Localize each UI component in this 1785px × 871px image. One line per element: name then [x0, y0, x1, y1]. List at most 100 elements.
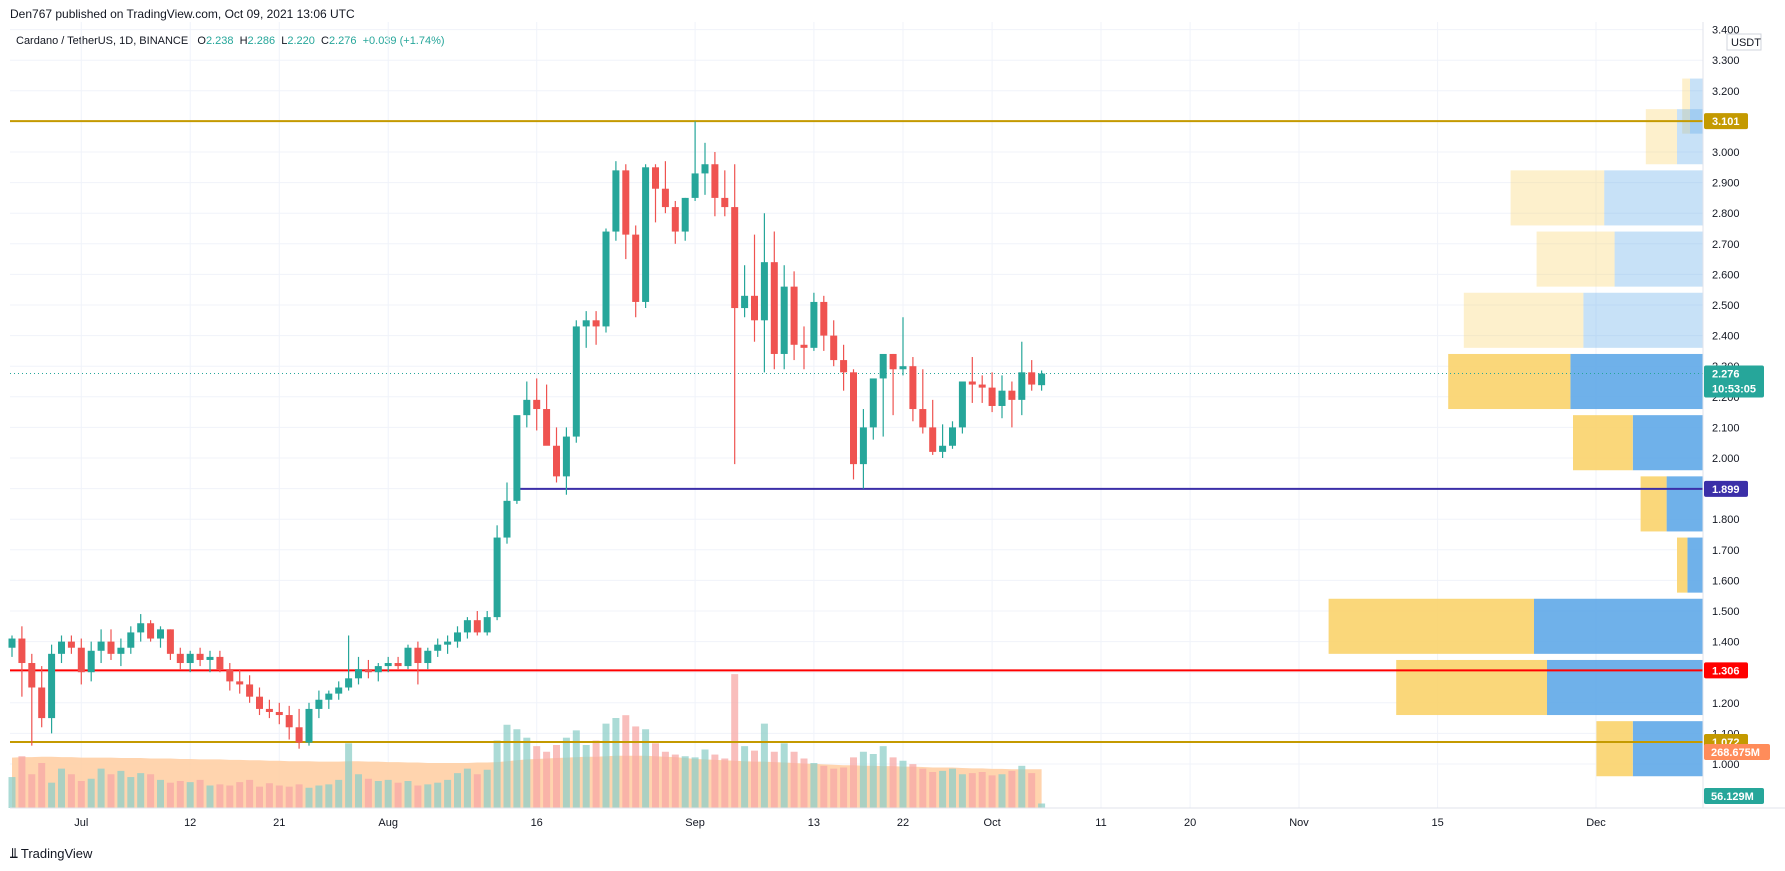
candle-body[interactable]: [315, 699, 323, 709]
candle-body[interactable]: [790, 286, 798, 345]
candle-body[interactable]: [107, 641, 115, 654]
candle-body[interactable]: [454, 632, 461, 642]
candle-body[interactable]: [978, 384, 986, 388]
candle-body[interactable]: [265, 708, 273, 712]
candle-body[interactable]: [335, 687, 343, 694]
candle-body[interactable]: [206, 656, 214, 660]
candle-body[interactable]: [622, 170, 630, 235]
candle-body[interactable]: [899, 366, 907, 370]
candle-body[interactable]: [1018, 372, 1026, 400]
candle-body[interactable]: [355, 669, 362, 679]
candle-body[interactable]: [889, 353, 897, 370]
candle-body[interactable]: [186, 653, 194, 664]
candle-body[interactable]: [711, 164, 719, 198]
candle-body[interactable]: [661, 188, 669, 208]
candle-body[interactable]: [523, 399, 531, 416]
candle-body[interactable]: [731, 207, 739, 309]
candle-body[interactable]: [929, 427, 937, 452]
footer-brand[interactable]: ⫫ TradingView: [10, 845, 92, 862]
candle-body[interactable]: [424, 650, 432, 664]
candle-body[interactable]: [137, 623, 145, 633]
candle-body[interactable]: [830, 335, 838, 361]
candle-body[interactable]: [67, 641, 75, 648]
candle-body[interactable]: [850, 372, 857, 465]
candle-body[interactable]: [345, 678, 353, 688]
candle-body[interactable]: [770, 262, 778, 354]
candle-body[interactable]: [968, 381, 976, 385]
candle-body[interactable]: [869, 378, 877, 428]
candle-body[interactable]: [800, 344, 808, 348]
candle-body[interactable]: [18, 638, 26, 664]
candle-body[interactable]: [28, 663, 36, 688]
candle-body[interactable]: [58, 641, 65, 654]
candle-body[interactable]: [38, 687, 46, 719]
candle-body[interactable]: [216, 656, 224, 670]
candle-body[interactable]: [77, 647, 85, 673]
candle-body[interactable]: [493, 537, 501, 618]
level-tag[interactable]: [1704, 480, 1748, 497]
candle-body[interactable]: [1038, 373, 1046, 386]
candle-body[interactable]: [879, 353, 887, 379]
candle-body[interactable]: [374, 666, 382, 673]
candle-body[interactable]: [295, 727, 303, 743]
candle-body[interactable]: [503, 500, 511, 538]
candle-body[interactable]: [48, 653, 56, 719]
candle-body[interactable]: [404, 647, 412, 667]
candle-body[interactable]: [285, 715, 293, 728]
candle-body[interactable]: [909, 366, 917, 410]
last-price-tag[interactable]: [1704, 365, 1764, 398]
candle-body[interactable]: [701, 164, 709, 174]
currency-label-box[interactable]: [1726, 33, 1762, 51]
candle-body[interactable]: [127, 632, 135, 648]
candle-body[interactable]: [473, 620, 481, 633]
candle-body[interactable]: [652, 167, 659, 189]
candle-body[interactable]: [760, 262, 768, 321]
candle-body[interactable]: [681, 197, 689, 232]
candle-body[interactable]: [533, 399, 541, 410]
candle-body[interactable]: [325, 693, 333, 700]
candle-body[interactable]: [87, 650, 95, 673]
candle-body[interactable]: [483, 617, 491, 633]
candle-body[interactable]: [275, 711, 283, 716]
candle-body[interactable]: [97, 641, 105, 651]
candle-body[interactable]: [236, 681, 244, 685]
candle-body[interactable]: [463, 620, 471, 633]
candle-body[interactable]: [8, 638, 16, 648]
candle-body[interactable]: [147, 623, 155, 639]
candle-body[interactable]: [642, 167, 650, 302]
candle-body[interactable]: [691, 173, 699, 198]
candle-body[interactable]: [810, 301, 818, 348]
candle-body[interactable]: [949, 427, 956, 446]
candle-body[interactable]: [840, 360, 848, 373]
candle-body[interactable]: [444, 641, 452, 645]
candle-body[interactable]: [751, 295, 758, 321]
candle-body[interactable]: [414, 647, 422, 664]
candle-body[interactable]: [226, 669, 234, 682]
candle-body[interactable]: [859, 427, 867, 465]
candle-body[interactable]: [434, 644, 442, 651]
candle-body[interactable]: [246, 684, 254, 697]
candle-body[interactable]: [553, 445, 560, 477]
candle-body[interactable]: [632, 234, 640, 302]
candle-body[interactable]: [513, 415, 521, 501]
candle-body[interactable]: [1008, 390, 1016, 400]
candle-body[interactable]: [721, 197, 729, 208]
candle-body[interactable]: [543, 409, 551, 446]
candle-body[interactable]: [602, 231, 610, 327]
symbol-name[interactable]: Cardano / TetherUS, 1D, BINANCE: [16, 35, 189, 47]
candle-body[interactable]: [939, 445, 947, 452]
candle-body[interactable]: [166, 629, 174, 654]
candle-body[interactable]: [612, 170, 620, 232]
candle-body[interactable]: [582, 320, 590, 327]
candle-body[interactable]: [592, 320, 600, 327]
candle-body[interactable]: [1028, 372, 1036, 385]
candle-body[interactable]: [394, 663, 402, 667]
candle-body[interactable]: [117, 647, 125, 654]
level-tag[interactable]: [1704, 662, 1748, 679]
candle-body[interactable]: [958, 381, 966, 428]
candle-body[interactable]: [741, 295, 749, 309]
candle-body[interactable]: [998, 390, 1006, 406]
candle-body[interactable]: [196, 653, 204, 660]
candle-body[interactable]: [572, 326, 580, 437]
